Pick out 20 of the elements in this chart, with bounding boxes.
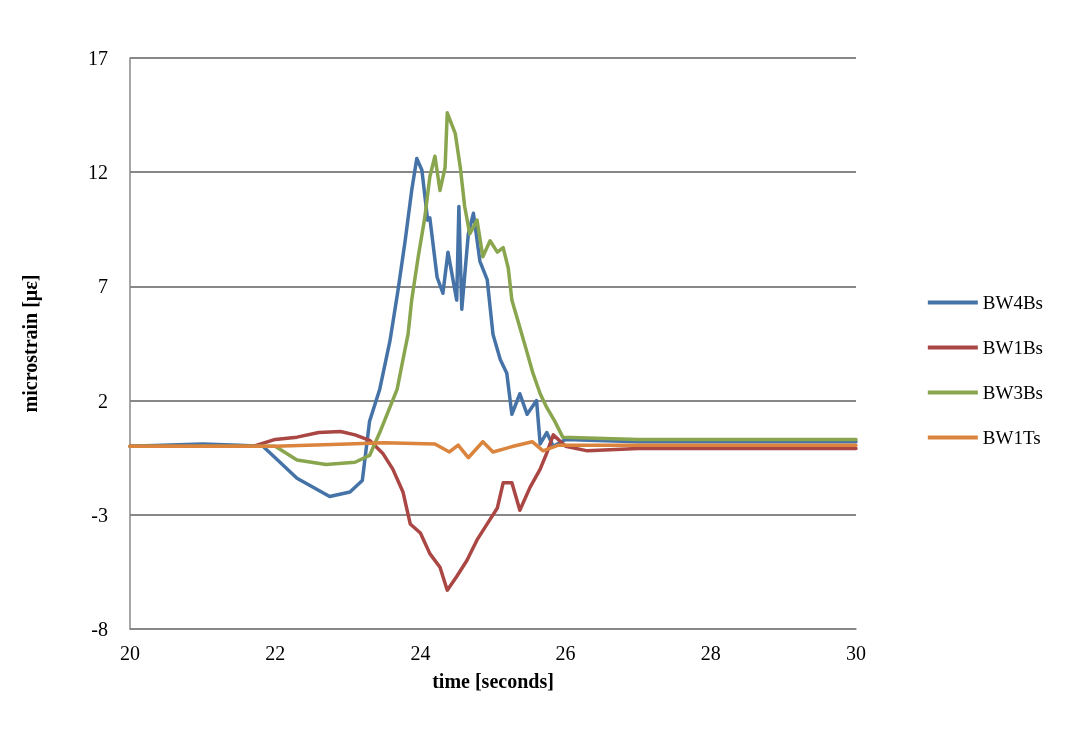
legend-label: BW1Ts	[982, 427, 1041, 448]
x-tick-label: 20	[120, 642, 140, 664]
y-tick-label: -8	[91, 618, 108, 640]
x-tick-label: 22	[265, 642, 286, 664]
legend-label: BW4Bs	[982, 292, 1044, 313]
y-tick-label: -3	[91, 503, 108, 526]
y-tick-label: 12	[88, 161, 108, 184]
line-series	[128, 439, 858, 460]
x-tick-label: 30	[846, 642, 866, 664]
y-tick-label: 2	[98, 389, 108, 412]
line-series	[128, 156, 858, 499]
legend-label: BW3Bs	[982, 382, 1044, 403]
y-axis-title: microstrain [με]	[19, 274, 42, 413]
x-axis-title: time [seconds]	[432, 670, 554, 692]
y-tick-label: 17	[88, 47, 108, 69]
x-tick-label: 26	[555, 642, 576, 664]
y-tick-label: 7	[98, 275, 108, 298]
x-tick-label: 28	[700, 642, 721, 664]
legend-label: BW1Bs	[982, 337, 1044, 358]
x-tick-label: 24	[410, 642, 431, 664]
